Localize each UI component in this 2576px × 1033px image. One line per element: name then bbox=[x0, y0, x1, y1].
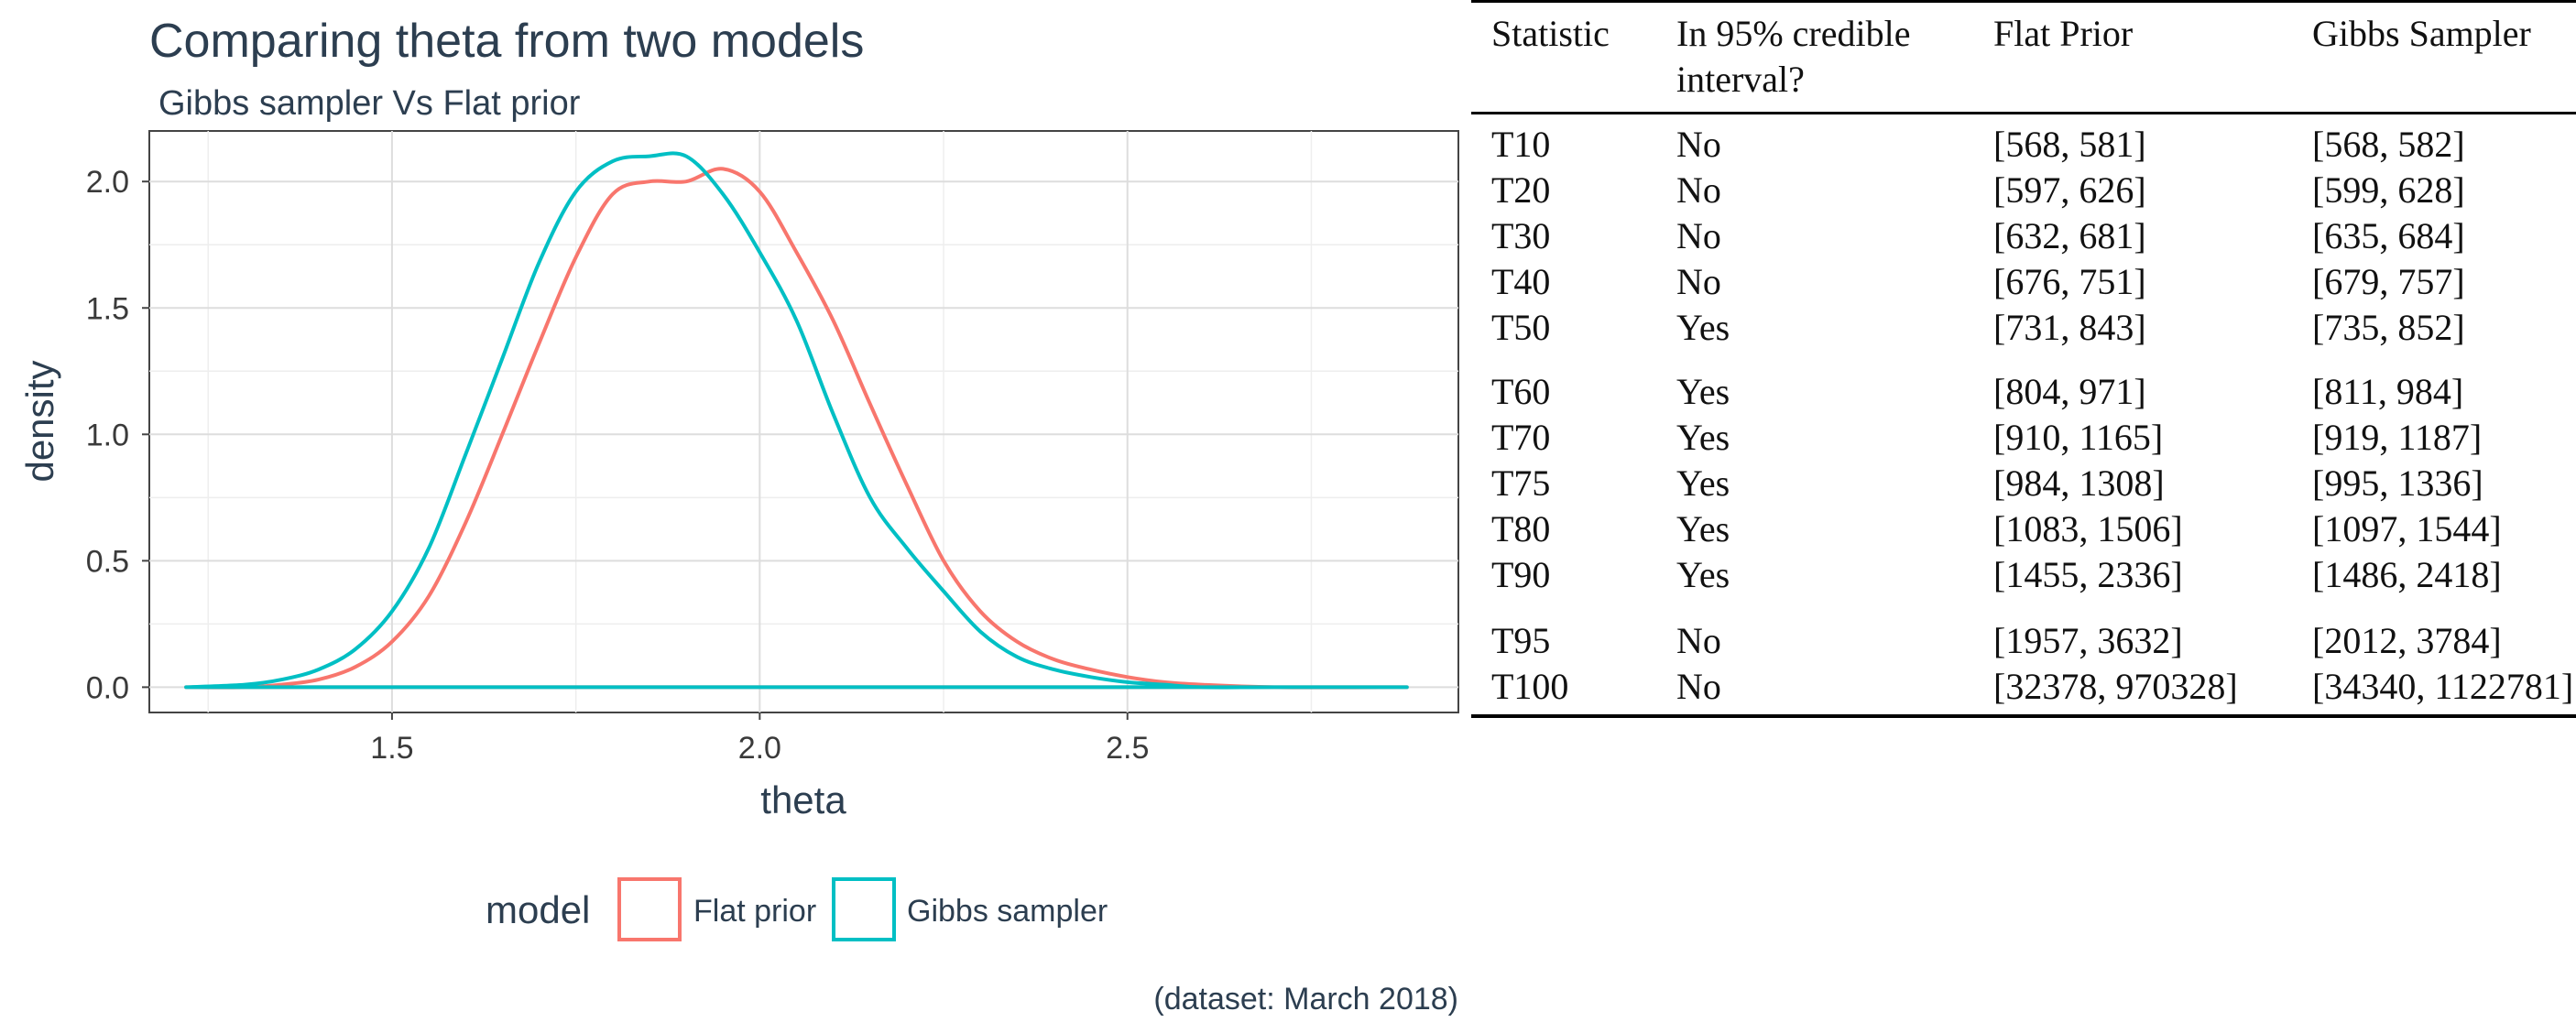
y-axis-ticks: 0.0 0.5 1.0 1.5 2.0 bbox=[86, 165, 149, 705]
series-line-flat-prior bbox=[184, 167, 1409, 690]
header-in-credible-interval: In 95% credible interval? bbox=[1676, 11, 1910, 103]
table-bottom-rule bbox=[1471, 714, 2576, 718]
legend: model Flat prior Gibbs sampler bbox=[486, 877, 1108, 941]
table-cell: T40 bbox=[1491, 261, 1551, 302]
table-cell: [568, 581] bbox=[1993, 124, 2146, 165]
table-cell: T90 bbox=[1491, 554, 1551, 595]
table-cell: [34340, 1122781] bbox=[2312, 666, 2574, 707]
y-tick-label: 2.0 bbox=[86, 165, 129, 200]
header-gibbs-sampler: Gibbs Sampler bbox=[2312, 13, 2531, 54]
plot-panel-border bbox=[148, 130, 1459, 713]
chart-subtitle: Gibbs sampler Vs Flat prior bbox=[158, 84, 581, 123]
table-cell: Yes bbox=[1676, 462, 1730, 504]
table-cell: [676, 751] bbox=[1993, 261, 2146, 302]
legend-title: model bbox=[486, 888, 590, 931]
table-cell: Yes bbox=[1676, 508, 1730, 549]
x-tick-label: 2.5 bbox=[1106, 731, 1149, 766]
table-cell: [1486, 2418] bbox=[2312, 554, 2502, 595]
table-cell: Yes bbox=[1676, 554, 1730, 595]
x-axis-title: theta bbox=[760, 778, 846, 821]
table-cell: No bbox=[1676, 620, 1721, 661]
table-cell: [2012, 3784] bbox=[2312, 620, 2502, 661]
x-tick-label: 1.5 bbox=[370, 731, 413, 766]
table-cell: T20 bbox=[1491, 169, 1551, 211]
table-cell: [910, 1165] bbox=[1993, 417, 2164, 458]
table-cell: [632, 681] bbox=[1993, 215, 2146, 256]
table-cell: [1097, 1544] bbox=[2312, 508, 2502, 549]
chart-title: Comparing theta from two models bbox=[149, 15, 864, 68]
table-cell: T30 bbox=[1491, 215, 1551, 256]
table-cell: T75 bbox=[1491, 462, 1551, 504]
table-cell: T80 bbox=[1491, 508, 1551, 549]
statistics-table: Statistic In 95% credible interval? Flat… bbox=[1471, 0, 2576, 733]
x-tick-label: 2.0 bbox=[738, 731, 781, 766]
table-cell: [597, 626] bbox=[1993, 169, 2146, 211]
y-tick-label: 0.5 bbox=[86, 544, 129, 579]
table-cell: [1455, 2336] bbox=[1993, 554, 2183, 595]
y-tick-label: 0.0 bbox=[86, 670, 129, 705]
table-cell: [735, 852] bbox=[2312, 307, 2465, 348]
table-cell: [1083, 1506] bbox=[1993, 508, 2183, 549]
table-cell: Yes bbox=[1676, 417, 1730, 458]
y-axis-title: density bbox=[18, 360, 61, 482]
table-cell: T50 bbox=[1491, 307, 1551, 348]
table-top-rule bbox=[1471, 0, 2576, 3]
table-cell: No bbox=[1676, 666, 1721, 707]
series-lines bbox=[184, 151, 1409, 690]
table-cell: [919, 1187] bbox=[2312, 417, 2483, 458]
table-cell: [568, 582] bbox=[2312, 124, 2465, 165]
x-axis-ticks: 1.5 2.0 2.5 bbox=[370, 712, 1149, 766]
series-line-gibbs-sampler bbox=[184, 151, 1409, 690]
table-cell: T60 bbox=[1491, 371, 1551, 412]
table-cell: T70 bbox=[1491, 417, 1551, 458]
density-plot: Comparing theta from two models Gibbs sa… bbox=[18, 15, 1459, 1017]
table-cell: [635, 684] bbox=[2312, 215, 2465, 256]
legend-label-flat-prior: Flat prior bbox=[693, 894, 816, 929]
header-flat-prior: Flat Prior bbox=[1993, 13, 2134, 54]
table-cell: T10 bbox=[1491, 124, 1551, 165]
table-cell: [679, 757] bbox=[2312, 261, 2465, 302]
table-cell: No bbox=[1676, 124, 1721, 165]
table-cell: [599, 628] bbox=[2312, 169, 2465, 211]
legend-key-gibbs-sampler bbox=[832, 877, 896, 941]
table-cell: T95 bbox=[1491, 620, 1551, 661]
y-tick-label: 1.5 bbox=[86, 291, 129, 326]
table-cell: No bbox=[1676, 169, 1721, 211]
table-cell: [32378, 970328] bbox=[1993, 666, 2238, 707]
header-in-credible-interval-line1: In 95% credible bbox=[1676, 13, 1911, 54]
dataset-caption: (dataset: March 2018) bbox=[1153, 982, 1458, 1017]
y-tick-label: 1.0 bbox=[86, 418, 129, 452]
table-cell: No bbox=[1676, 261, 1721, 302]
table-cell: [811, 984] bbox=[2312, 371, 2464, 412]
legend-key-flat-prior bbox=[617, 877, 682, 941]
legend-label-gibbs-sampler: Gibbs sampler bbox=[907, 894, 1108, 929]
table-cell: [995, 1336] bbox=[2312, 462, 2483, 504]
table-cell: [984, 1308] bbox=[1993, 462, 2165, 504]
header-statistic: Statistic bbox=[1491, 13, 1610, 54]
table-cell: T100 bbox=[1491, 666, 1569, 707]
table-cell: [731, 843] bbox=[1993, 307, 2146, 348]
table-cell: No bbox=[1676, 215, 1721, 256]
table-cell: Yes bbox=[1676, 371, 1730, 412]
table-cell: Yes bbox=[1676, 307, 1730, 348]
table-cell: [1957, 3632] bbox=[1993, 620, 2183, 661]
header-in-credible-interval-line2: interval? bbox=[1676, 59, 1805, 100]
table-header-rule bbox=[1471, 112, 2576, 114]
table-cell: [804, 971] bbox=[1993, 371, 2146, 412]
